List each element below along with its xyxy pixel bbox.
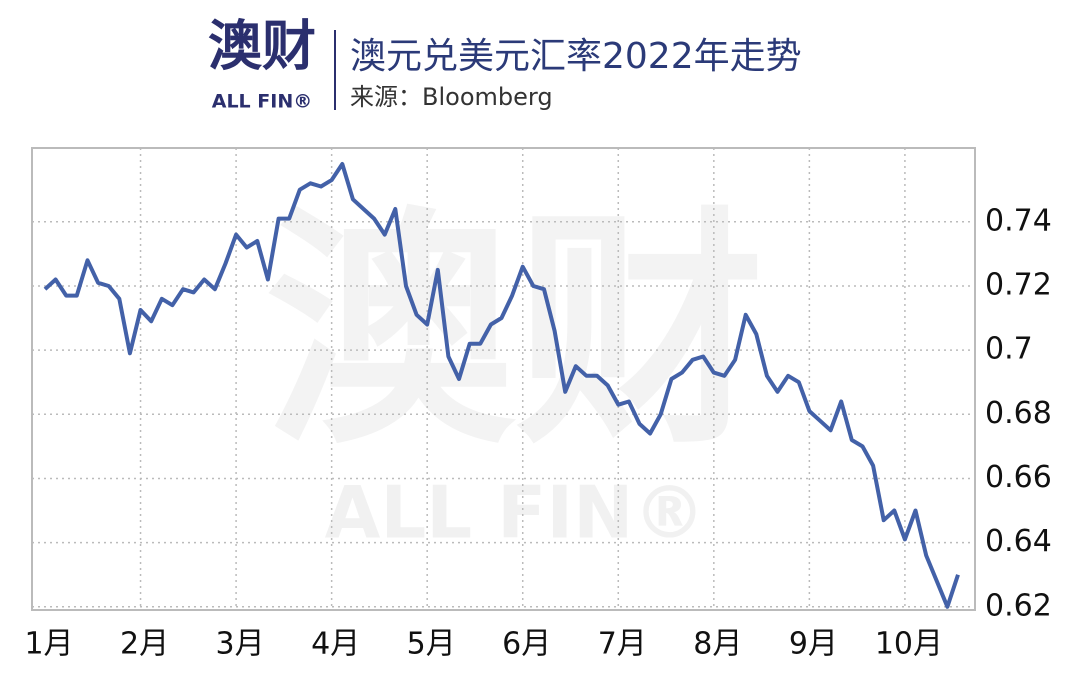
x-tick-label: 1月 — [24, 627, 73, 662]
x-tick-label: 8月 — [693, 627, 742, 662]
x-tick-label: 4月 — [311, 627, 360, 662]
plot-area: 0.62 0.64 0.66 0.68 0.7 0.72 0.74 1月 2月 3月 4月 5月 6月 7… — [24, 147, 1052, 662]
x-tick-label: 10月 — [875, 627, 943, 662]
x-tick-label: 3月 — [216, 627, 265, 662]
watermark-sub: ALL FIN® — [325, 471, 706, 555]
x-tick-label: 5月 — [407, 627, 456, 662]
y-tick-label: 0.68 — [985, 396, 1052, 431]
y-tick-label: 0.72 — [985, 267, 1052, 302]
x-tick-label: 6月 — [502, 627, 551, 662]
y-tick-label: 0.74 — [985, 203, 1052, 238]
x-tick-label: 2月 — [120, 627, 169, 662]
chart-title: 澳元兑美元汇率2022年走势 — [350, 36, 802, 77]
logo-name: 澳财 — [208, 15, 316, 78]
watermark: 澳财 — [265, 186, 765, 477]
y-tick-label: 0.62 — [985, 588, 1052, 623]
x-tick-label: 7月 — [598, 627, 647, 662]
y-tick-label: 0.7 — [985, 332, 1033, 367]
y-tick-label: 0.66 — [985, 460, 1052, 495]
y-tick-label: 0.64 — [985, 524, 1052, 559]
plot-frame — [31, 147, 976, 611]
logo-sub: ALL FIN® — [212, 91, 312, 113]
x-tick-label: 9月 — [789, 627, 838, 662]
chart-subtitle: 来源：Bloomberg — [350, 83, 553, 111]
data-line — [43, 162, 960, 609]
